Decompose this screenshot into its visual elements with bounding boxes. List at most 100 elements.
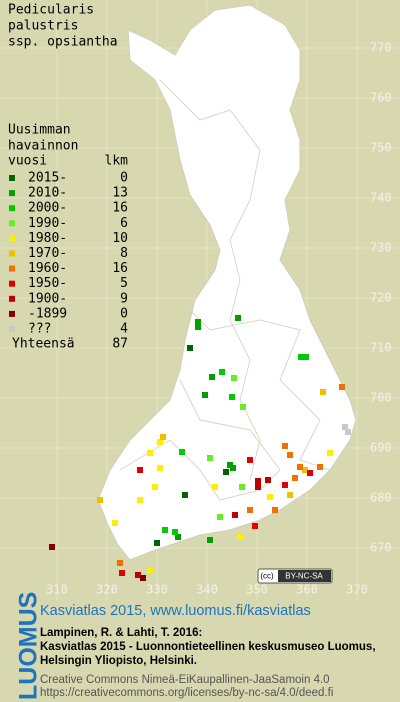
observation xyxy=(320,389,326,395)
legend-swatch xyxy=(9,250,15,257)
badge-license: BY-NC-SA xyxy=(285,572,323,581)
legend-label: 2010- xyxy=(28,186,67,201)
observation xyxy=(231,375,237,381)
y-tick-label: 710 xyxy=(370,341,392,355)
legend-label: ??? xyxy=(28,322,51,337)
observation xyxy=(282,482,288,488)
observation xyxy=(255,478,261,484)
badge-dark xyxy=(278,570,331,582)
observation xyxy=(212,484,218,490)
y-tick-label: 740 xyxy=(370,191,392,205)
observation xyxy=(175,534,181,540)
license-url[interactable]: https://creativecommons.org/licenses/by-… xyxy=(40,687,333,699)
legend-count: 9 xyxy=(120,291,128,306)
species-title: palustris xyxy=(8,19,78,34)
observation xyxy=(232,512,238,518)
observation xyxy=(135,572,141,578)
x-tick-label: 370 xyxy=(346,583,368,597)
legend-label: 1990- xyxy=(28,216,67,231)
legend-label: 1980- xyxy=(28,231,67,246)
observation xyxy=(282,443,288,449)
observation xyxy=(265,477,271,483)
badge-cc: (cc) xyxy=(260,572,274,581)
citation: Lampinen, R. & Lahti, T. 2016: xyxy=(40,627,202,639)
observation xyxy=(154,540,160,546)
observation xyxy=(255,484,261,490)
observation xyxy=(160,434,166,440)
observation xyxy=(298,354,304,360)
observation xyxy=(140,575,146,581)
finland-outline xyxy=(97,4,357,561)
legend-count: 16 xyxy=(112,201,128,216)
legend-swatch xyxy=(9,190,15,197)
y-tick-label: 670 xyxy=(370,541,392,555)
observation xyxy=(252,523,258,529)
legend-label: 1900- xyxy=(28,291,67,306)
observation xyxy=(137,497,143,503)
legend-swatch xyxy=(9,175,15,181)
legend-label: 1960- xyxy=(28,261,67,276)
legend-count: 8 xyxy=(120,246,128,261)
observation xyxy=(207,455,213,461)
observation xyxy=(187,345,193,351)
observation xyxy=(137,467,143,473)
legend-swatch xyxy=(9,205,15,212)
y-tick-label: 690 xyxy=(370,441,392,455)
observation xyxy=(240,404,246,410)
legend-swatch xyxy=(9,295,15,302)
observation xyxy=(247,507,253,513)
legend-swatch xyxy=(9,326,15,332)
legend-count: 4 xyxy=(120,322,128,337)
observation xyxy=(117,560,123,566)
observation xyxy=(302,467,308,473)
observation xyxy=(219,369,225,375)
observation xyxy=(147,450,153,456)
observation xyxy=(307,470,313,476)
observation xyxy=(247,457,253,463)
observation xyxy=(112,520,118,526)
observation xyxy=(229,394,235,400)
observation xyxy=(235,315,241,321)
region-borders xyxy=(179,299,331,471)
observation xyxy=(345,429,351,435)
legend-label: 2015- xyxy=(28,171,67,186)
legend-swatch xyxy=(9,220,15,227)
legend-label: 1950- xyxy=(28,276,67,291)
legend-count: 13 xyxy=(112,186,128,201)
observation xyxy=(97,497,103,503)
y-tick-label: 750 xyxy=(370,141,392,155)
luomus-logo: LUOMUS xyxy=(15,592,43,700)
legend-swatch xyxy=(9,265,15,272)
footer-headline[interactable]: Kasviatlas 2015, www.luomus.fi/kasviatla… xyxy=(40,603,311,619)
legend-heading: havainnon xyxy=(8,139,78,154)
legend-total: 87 xyxy=(112,337,128,352)
observation xyxy=(217,514,223,520)
citation: Helsingin Yliopisto, Helsinki. xyxy=(40,655,197,667)
observation xyxy=(317,464,323,470)
observation xyxy=(339,384,345,390)
observation xyxy=(157,439,163,445)
x-tick-label: 320 xyxy=(96,583,118,597)
observation xyxy=(342,424,348,430)
observation xyxy=(303,354,309,360)
species-title: Pedicularis xyxy=(8,3,94,18)
legend-label: 1970- xyxy=(28,246,67,261)
legend-count: 16 xyxy=(112,261,128,276)
observation xyxy=(182,492,188,498)
observation xyxy=(209,374,215,380)
observation xyxy=(267,494,273,500)
observation xyxy=(162,527,168,533)
legend-heading: Uusimman xyxy=(8,123,71,138)
x-tick-label: 340 xyxy=(196,583,218,597)
observation xyxy=(230,465,236,471)
legend-count: 10 xyxy=(112,231,128,246)
legend-total-label: Yhteensä xyxy=(12,337,75,352)
observation xyxy=(327,450,333,456)
legend-label: 2000- xyxy=(28,201,67,216)
species-title: ssp. opsiantha xyxy=(8,35,118,50)
citation: Kasviatlas 2015 - Luonnontieteellinen ke… xyxy=(40,641,376,653)
observation xyxy=(147,567,153,573)
legend-swatch xyxy=(9,310,15,317)
observation xyxy=(297,464,303,470)
